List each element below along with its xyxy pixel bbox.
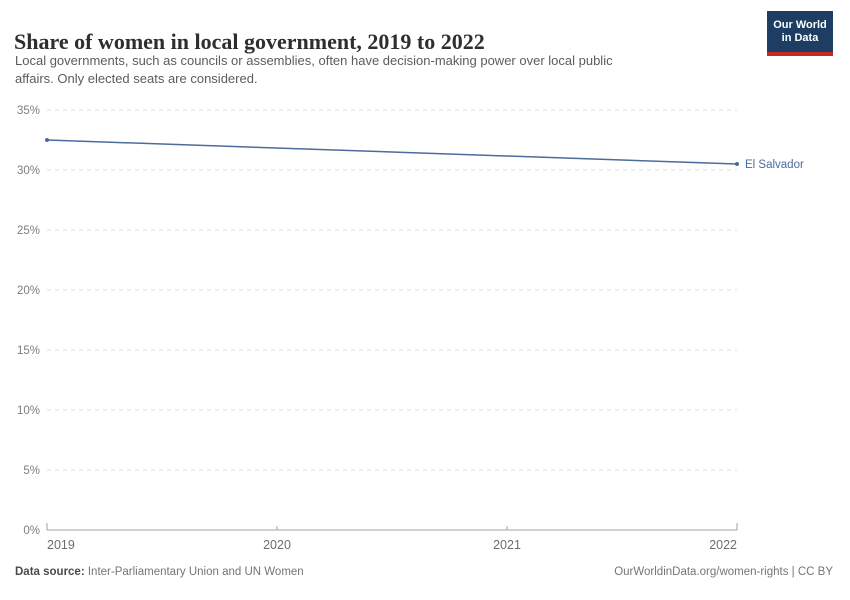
owid-logo-line2: in Data [781, 32, 819, 44]
x-tick-label: 2021 [493, 538, 521, 552]
y-tick-label: 25% [17, 225, 40, 237]
y-tick-label: 35% [17, 105, 40, 117]
chart-title: Share of women in local government, 2019… [14, 28, 485, 54]
series-line-el-salvador [46, 139, 738, 165]
chart-subtitle-line1: Local governments, such as councils or a… [15, 53, 613, 68]
y-tick-label: 0% [23, 525, 40, 537]
data-point [735, 162, 739, 166]
owid-logo-line1: Our World [773, 19, 827, 31]
data-source-note: Data source: Inter-Parliamentary Union a… [15, 566, 304, 578]
line-chart-svg: 0% 5% 10% 15% 20% 25% 30% 35% 2019 2020 2021 2022 El… [17, 105, 804, 552]
data-source-text: Inter-Parliamentary Union and UN Women [84, 566, 304, 578]
x-tick-label: 2022 [709, 538, 737, 552]
owid-logo: Our World in Data [767, 11, 833, 56]
chart-subtitle-line2: affairs. Only elected seats are consider… [15, 71, 258, 86]
data-point [45, 138, 49, 142]
y-tick-label: 15% [17, 345, 40, 357]
entity-label: El Salvador [745, 159, 804, 171]
y-tick-label: 5% [23, 465, 40, 477]
chart-subtitle: Local governments, such as councils or a… [15, 52, 613, 88]
x-tick-label: 2020 [263, 538, 291, 552]
credit-link[interactable]: OurWorldinData.org/women-rights | CC BY [614, 566, 833, 578]
y-tick-label: 20% [17, 285, 40, 297]
y-tick-label: 30% [17, 165, 40, 177]
y-tick-label: 10% [17, 405, 40, 417]
data-source-label: Data source: [15, 566, 85, 578]
x-tick-label: 2019 [47, 538, 75, 552]
chart-footer: Data source: Inter-Parliamentary Union a… [15, 566, 833, 578]
